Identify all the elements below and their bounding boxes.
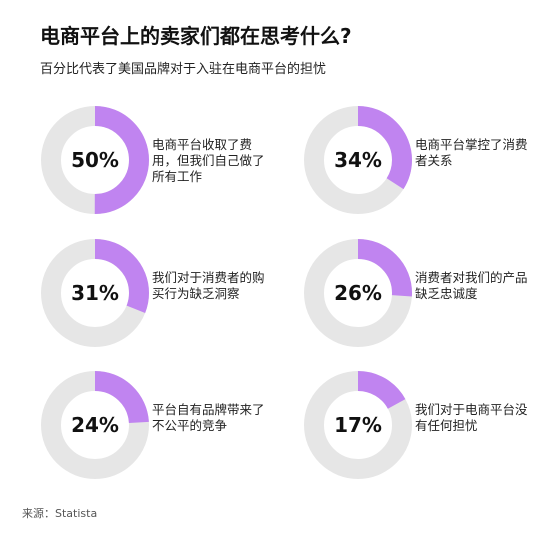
donut-card-1: 34% 电商平台掌控了消费者关系 (303, 105, 550, 215)
chart-title: 电商平台上的卖家们都在思考什么? (40, 24, 352, 48)
donut-value-arc-2 (41, 239, 149, 347)
donut-percent-0: 50% (71, 148, 119, 172)
donut-label-3: 消费者对我们的产品缺乏忠诚度 (415, 270, 528, 301)
donut-value-arc-5 (304, 371, 412, 479)
donut-card-2: 31% 我们对于消费者的购买行为缺乏洞察 (40, 238, 295, 348)
donut-percent-3: 26% (334, 281, 382, 305)
donut-card-5: 17% 我们对于电商平台没有任何担忧 (303, 370, 550, 480)
donut-card-0: 50% 电商平台收取了费用，但我们自己做了所有工作 (40, 105, 295, 215)
donut-chart-1: 34% (304, 106, 412, 214)
donut-value-arc-1 (304, 106, 412, 214)
donut-percent-1: 34% (334, 148, 382, 172)
chart-subtitle: 百分比代表了美国品牌对于入驻在电商平台的担忧 (40, 62, 327, 77)
donut-label-0: 电商平台收取了费用，但我们自己做了所有工作 (152, 137, 265, 184)
donut-chart-0: 50% (41, 106, 149, 214)
donut-value-arc-4 (41, 371, 149, 479)
donut-value-arc-0 (41, 106, 149, 214)
donut-percent-5: 17% (334, 413, 382, 437)
donut-chart-4: 24% (41, 371, 149, 479)
donut-label-4: 平台自有品牌带来了不公平的竞争 (152, 402, 265, 433)
donut-card-4: 24% 平台自有品牌带来了不公平的竞争 (40, 370, 295, 480)
donut-label-5: 我们对于电商平台没有任何担忧 (415, 402, 528, 433)
donut-label-1: 电商平台掌控了消费者关系 (415, 137, 528, 168)
donut-value-arc-3 (304, 239, 412, 347)
donut-percent-2: 31% (71, 281, 119, 305)
donut-percent-4: 24% (71, 413, 119, 437)
donut-chart-5: 17% (304, 371, 412, 479)
source-note: 来源：Statista (22, 507, 98, 520)
donut-chart-3: 26% (304, 239, 412, 347)
donut-label-2: 我们对于消费者的购买行为缺乏洞察 (152, 270, 265, 301)
donut-card-3: 26% 消费者对我们的产品缺乏忠诚度 (303, 238, 550, 348)
donut-chart-2: 31% (41, 239, 149, 347)
